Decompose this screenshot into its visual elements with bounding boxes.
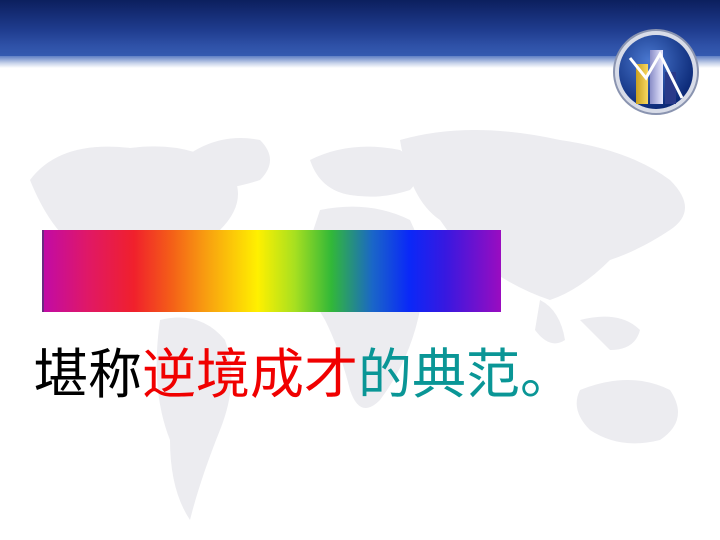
header-band [0, 0, 720, 68]
bar-chart-logo-icon [613, 29, 699, 115]
headline-part-1: 堪称 [34, 343, 142, 406]
world-map-icon [30, 130, 685, 520]
headline-part-3: 的典范。 [358, 343, 574, 406]
headline-part-2: 逆境成才 [142, 343, 358, 406]
color-spectrum-bar [42, 230, 501, 312]
slide-headline: 堪称逆境成才的典范。 [34, 340, 574, 410]
